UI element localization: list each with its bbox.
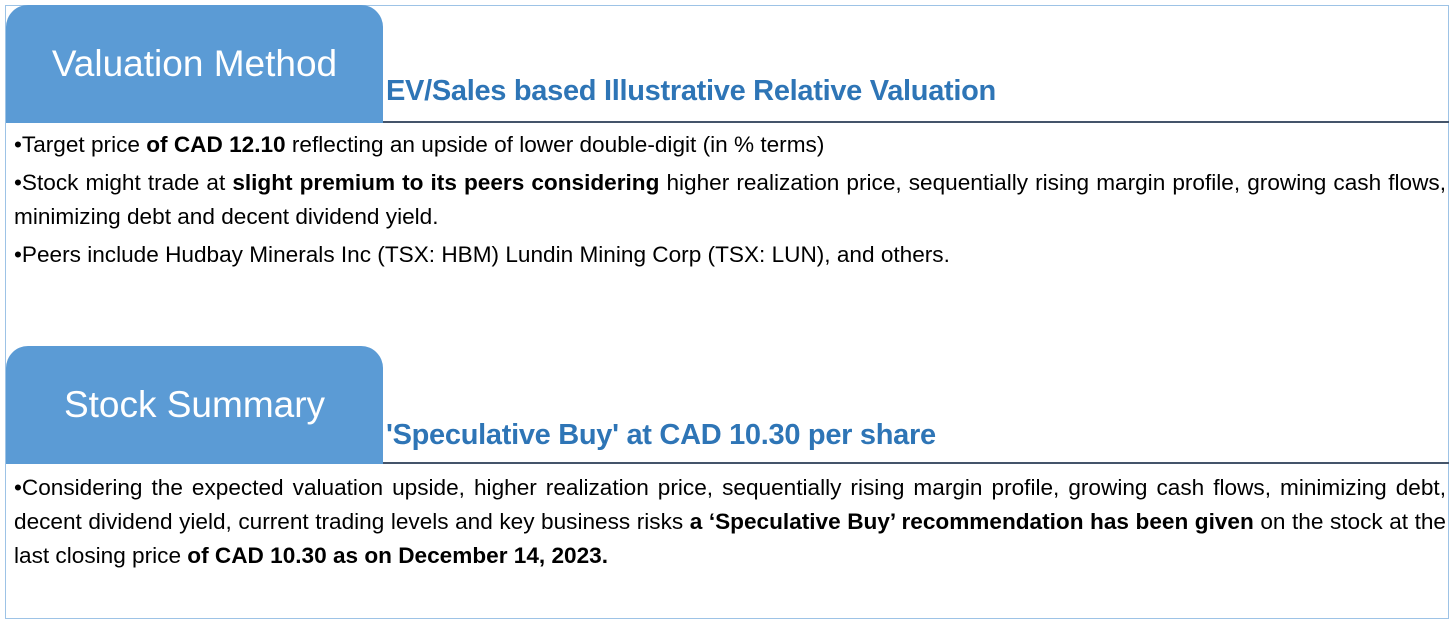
- text: reflecting an upside of lower double-dig…: [285, 132, 825, 157]
- bullet-target-price: •Target price of CAD 12.10 reflecting an…: [14, 128, 1446, 162]
- bold-text: a ‘Speculative Buy’ recommendation has b…: [689, 509, 1254, 534]
- valuation-method-tab: Valuation Method: [6, 5, 383, 123]
- bullet-premium: •Stock might trade at slight premium to …: [14, 166, 1446, 234]
- valuation-divider: [383, 121, 1449, 123]
- text: higher realization price, sequentially r…: [14, 170, 1446, 229]
- bold-text: of CAD 12.10: [146, 132, 286, 157]
- stock-summary-tab: Stock Summary: [6, 346, 383, 464]
- summary-bullets: •Considering the expected valuation upsi…: [14, 471, 1446, 577]
- text: •Peers include Hudbay Minerals Inc (TSX:…: [14, 242, 950, 267]
- stock-summary-label: Stock Summary: [63, 384, 326, 425]
- valuation-bullets: •Target price of CAD 12.10 reflecting an…: [14, 128, 1446, 276]
- content-frame: [5, 5, 1449, 619]
- bullet-recommendation: •Considering the expected valuation upsi…: [14, 471, 1446, 573]
- text: •Stock might trade at: [14, 170, 233, 195]
- summary-subtitle: 'Speculative Buy' at CAD 10.30 per share: [386, 419, 936, 451]
- text: •Considering the expected valuation upsi…: [14, 475, 1446, 534]
- valuation-method-label: Valuation Method: [51, 43, 338, 84]
- text: •Target price: [14, 132, 147, 157]
- valuation-subtitle: EV/Sales based Illustrative Relative Val…: [386, 75, 996, 107]
- bold-text: slight premium to its peers considering: [232, 170, 660, 195]
- bold-text: of CAD 10.30 as on December 14, 2023.: [187, 543, 608, 568]
- text: on the stock at the last closing price: [14, 509, 1446, 568]
- bullet-peers: •Peers include Hudbay Minerals Inc (TSX:…: [14, 238, 1446, 272]
- summary-divider: [383, 462, 1449, 464]
